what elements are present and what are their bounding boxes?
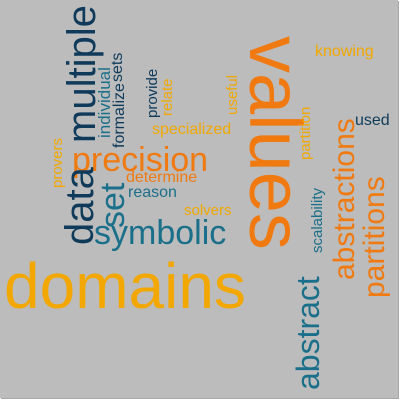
word-useful: useful <box>224 74 241 115</box>
word-formalize: formalize <box>111 83 128 148</box>
word-set: set <box>94 182 132 228</box>
word-domains: domains <box>4 250 246 322</box>
word-precision: precision <box>72 141 209 179</box>
word-knowing: knowing <box>315 43 374 60</box>
word-abstract: abstract <box>290 276 326 390</box>
word-solvers: solvers <box>184 202 232 219</box>
word-provers: provers <box>49 137 66 188</box>
word-partitions: partitions <box>358 176 391 298</box>
word-relate: relate <box>159 78 176 116</box>
word-specialized: specialized <box>152 121 232 138</box>
word-sets: sets <box>109 52 126 82</box>
word-used: used <box>355 112 390 129</box>
word-abstractions: abstractions <box>328 118 361 280</box>
word-reason: reason <box>128 184 177 201</box>
word-symbolic: symbolic <box>94 214 227 252</box>
word-provide: provide <box>144 68 161 118</box>
word-scalability: scalability <box>309 187 326 253</box>
word-partition: partition <box>297 106 314 160</box>
word-determine: determine <box>126 169 198 186</box>
